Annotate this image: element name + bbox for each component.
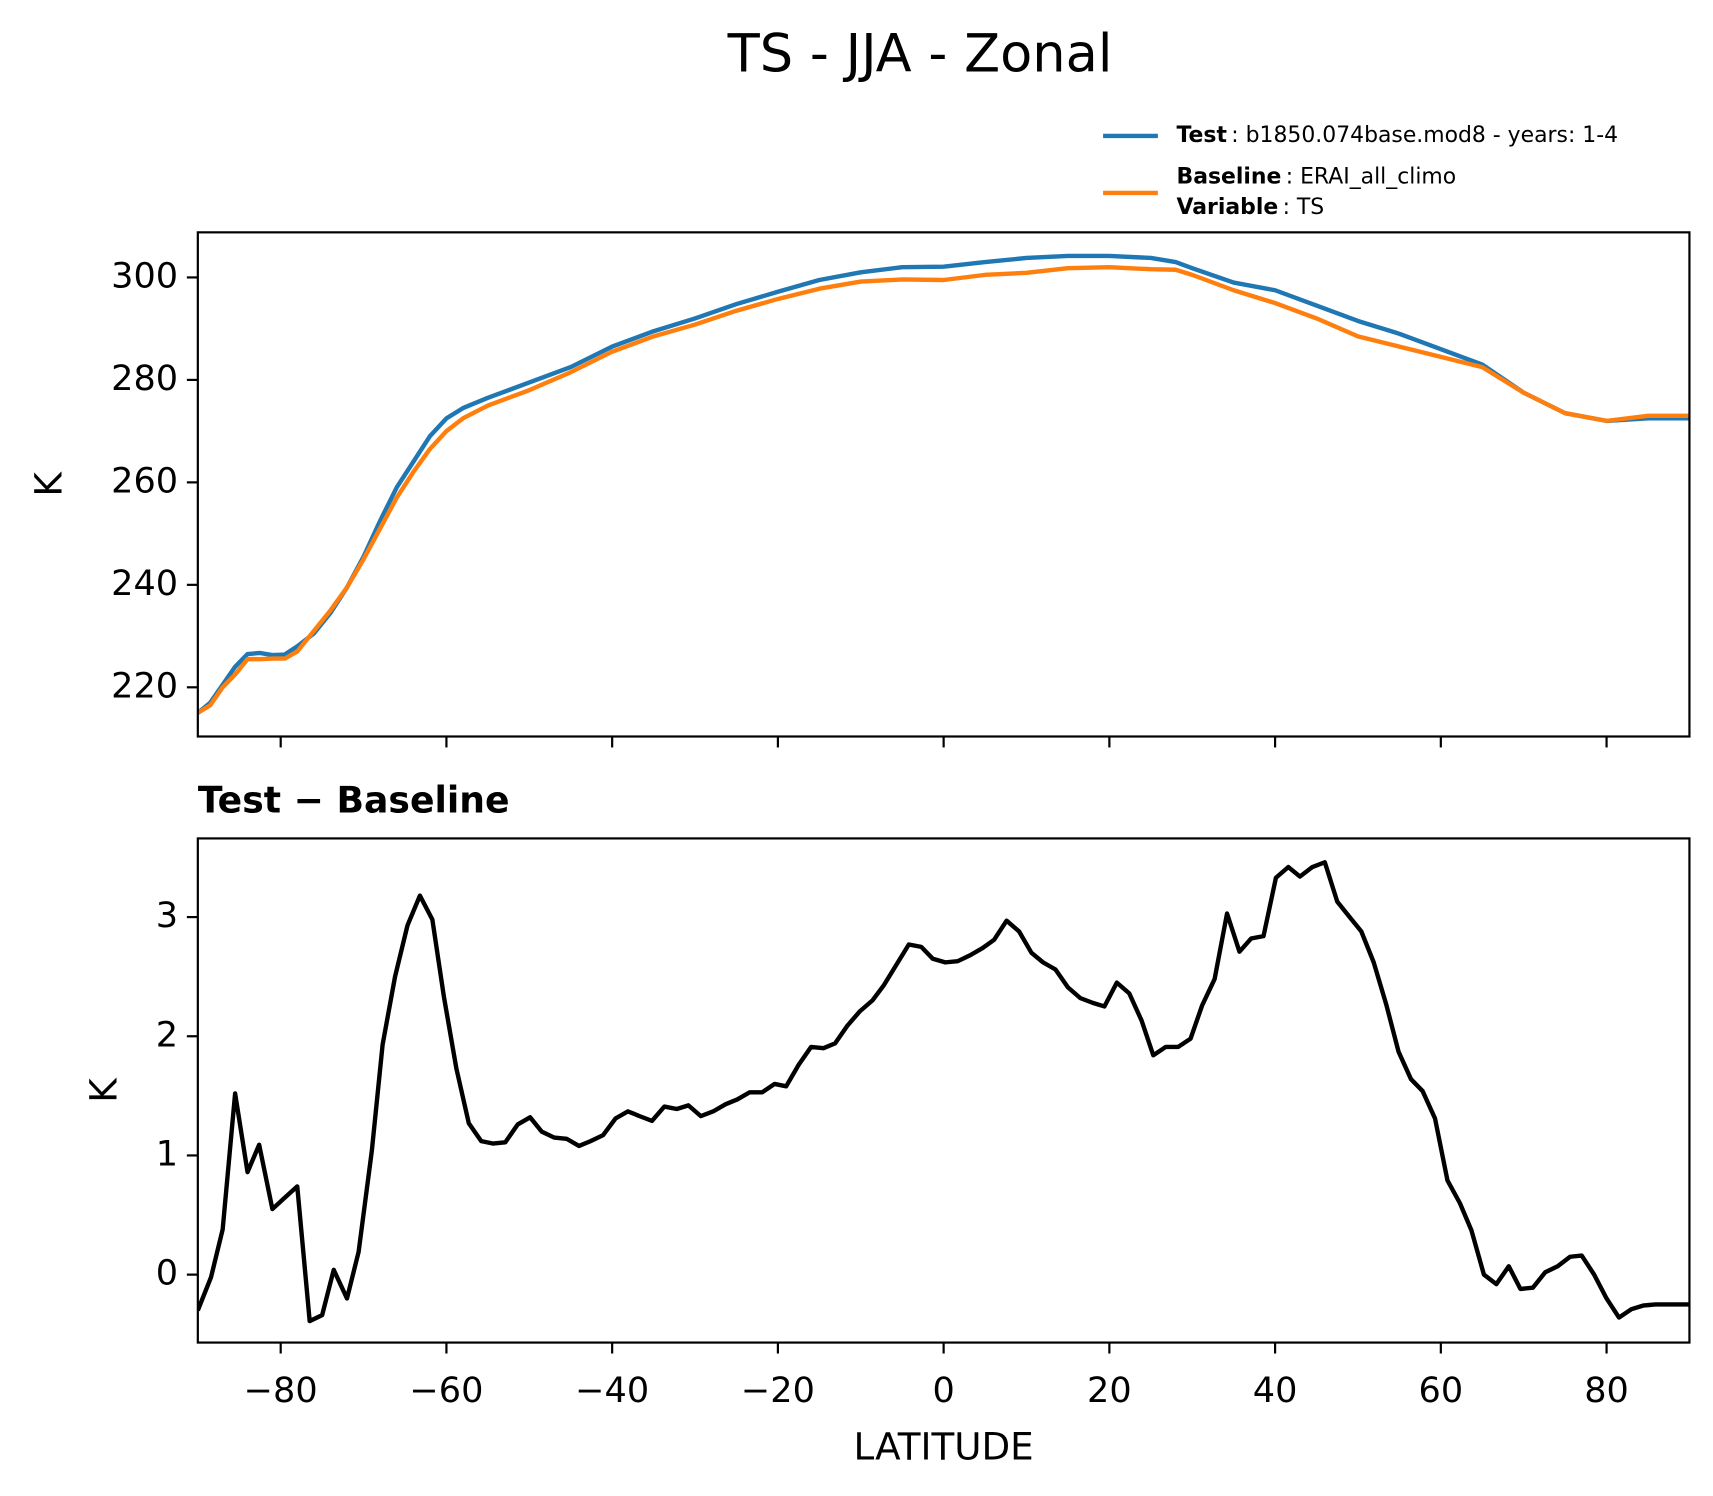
legend-note-name: Variable [1177, 195, 1279, 220]
x-tick-label: 20 [1087, 1370, 1132, 1411]
y-tick-label: 260 [111, 460, 178, 501]
x-tick-label: −40 [575, 1370, 649, 1411]
plot-area [197, 860, 1690, 1324]
x-axis-label: LATITUDE [854, 1424, 1034, 1468]
y-tick-label: 3 [156, 895, 178, 936]
data-line [197, 253, 1690, 715]
axes-frame [196, 837, 1691, 1344]
axes-title: Test − Baseline [198, 778, 510, 821]
data-line [197, 860, 1690, 1324]
x-tick-label: −20 [741, 1370, 815, 1411]
legend-entry: Baseline: ERAI_all_climo [1177, 165, 1457, 190]
legend-name: Baseline [1177, 165, 1282, 190]
y-axis-label: K [81, 1077, 125, 1103]
y-tick-label: 1 [156, 1133, 178, 1174]
x-tick-label: −80 [244, 1370, 318, 1411]
x-tick-label: 80 [1584, 1370, 1629, 1411]
page-title: TS - JJA - Zonal [727, 24, 1113, 85]
legend-description: : b1850.074base.mod8 - years: 1-4 [1231, 123, 1618, 148]
y-tick-label: 300 [111, 255, 178, 296]
x-tick-label: 40 [1253, 1370, 1298, 1411]
legend-entry: Test: b1850.074base.mod8 - years: 1-4 [1177, 123, 1619, 148]
legend-note: Variable: TS [1177, 195, 1325, 220]
legend-name: Test [1177, 123, 1227, 148]
data-line [197, 264, 1690, 715]
legend-note-description: : TS [1283, 195, 1325, 220]
y-tick-label: 220 [111, 665, 178, 706]
plot-area [197, 253, 1690, 715]
x-tick-label: 60 [1419, 1370, 1464, 1411]
legend-description: : ERAI_all_climo [1286, 165, 1456, 190]
y-tick-label: 240 [111, 563, 178, 604]
x-tick-label: −60 [409, 1370, 483, 1411]
y-tick-label: 2 [156, 1014, 178, 1055]
y-tick-label: 0 [156, 1253, 178, 1294]
y-tick-label: 280 [111, 358, 178, 399]
axes-frame [196, 231, 1691, 738]
x-tick-label: 0 [932, 1370, 954, 1411]
y-axis-label: K [26, 471, 70, 497]
